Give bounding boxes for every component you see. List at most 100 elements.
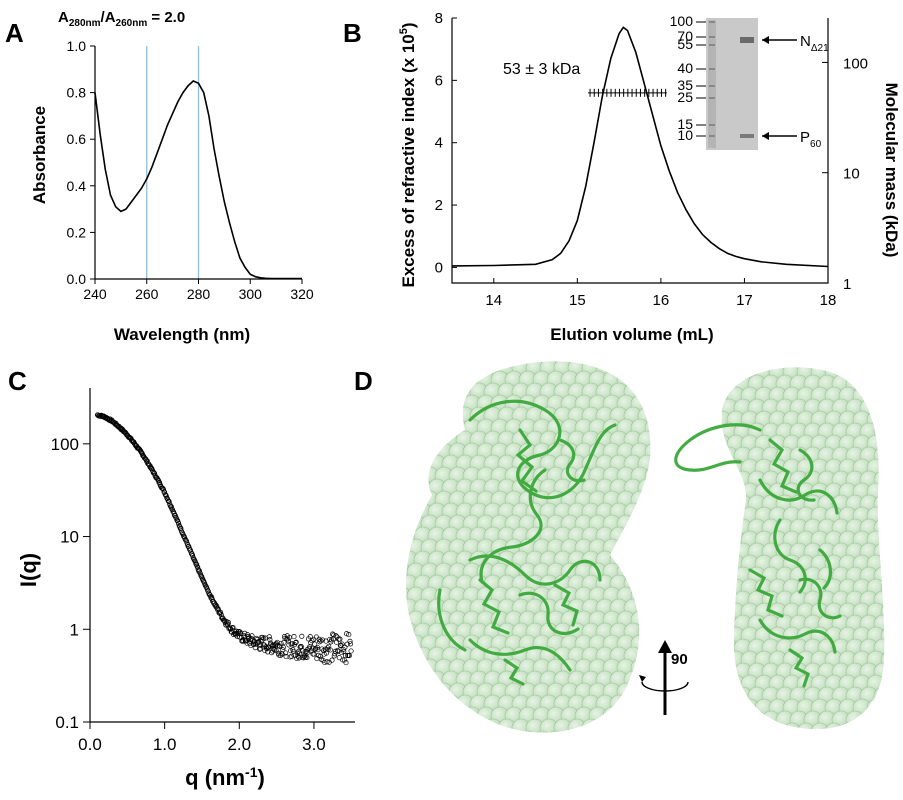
panel-c: C 0.0 1.0 2.0 3.0 0.1 1 10 100 q (nm-1) I(q) <box>8 366 355 790</box>
bead-sphere <box>630 370 650 390</box>
bead-sphere <box>644 730 651 733</box>
absorbance-spectrum-line <box>94 80 302 280</box>
scatter-point <box>166 499 172 505</box>
bead-sphere <box>873 374 885 394</box>
bead-sphere <box>406 361 426 366</box>
x-axis-label-b: Elution volume (mL) <box>550 325 713 344</box>
bead-sphere <box>462 730 482 733</box>
scatter-point <box>283 654 289 660</box>
bead-sphere <box>721 566 739 586</box>
bead-sphere <box>406 670 419 690</box>
bead-sphere <box>413 670 433 690</box>
refractive-index-trace <box>451 26 829 268</box>
bead-sphere <box>434 394 454 414</box>
bead-sphere <box>726 698 746 718</box>
bead-sphere <box>413 382 433 402</box>
bead-sphere <box>406 634 412 654</box>
bead-sphere <box>721 518 739 538</box>
gel-band-n-delta21 <box>740 37 754 43</box>
scatter-point <box>252 645 258 651</box>
bead-sphere <box>609 361 629 378</box>
band-label-n-delta21: NΔ21 <box>800 33 829 54</box>
scatter-point <box>169 506 175 512</box>
panel-label-c: C <box>8 366 27 396</box>
bead-sphere <box>602 361 622 366</box>
bead-sphere <box>721 367 732 382</box>
scatter-point <box>260 634 266 640</box>
bead-sphere <box>880 650 885 670</box>
bead-sphere <box>406 538 412 558</box>
bead-sphere <box>637 670 651 690</box>
wavelength-guide-lines <box>146 46 200 279</box>
bead-sphere <box>532 730 552 733</box>
scatter-point <box>168 504 174 510</box>
y-tick-label: 6 <box>435 72 443 89</box>
bead-sphere <box>859 710 879 730</box>
bead-sphere <box>880 458 885 478</box>
bead-sphere <box>406 730 412 733</box>
bead-sphere <box>644 682 651 702</box>
x-tick-label: 3.0 <box>302 735 326 754</box>
bead-sphere <box>637 526 651 546</box>
bead-sphere <box>721 367 725 370</box>
bead-sphere <box>406 406 419 426</box>
bead-sphere <box>490 361 510 366</box>
bead-sphere <box>406 658 412 678</box>
bead-sphere <box>726 482 746 502</box>
bead-sphere <box>406 706 426 726</box>
bead-sphere <box>721 494 725 514</box>
envelope-view-side <box>674 367 885 730</box>
y2-tick-label: 100 <box>843 55 868 72</box>
gel-marker-label: 25 <box>677 89 693 105</box>
bead-sphere <box>859 374 879 394</box>
bead-sphere <box>644 586 651 606</box>
bead-sphere <box>434 361 454 366</box>
x-tick-label: 0.0 <box>78 735 102 754</box>
scatter-point <box>309 638 315 644</box>
scatter-point <box>289 653 295 659</box>
saxs-scattering-points <box>94 412 354 666</box>
bead-sphere <box>838 722 858 730</box>
bead-sphere <box>768 722 788 730</box>
bead-sphere <box>721 698 732 718</box>
x-tick-label: 320 <box>290 286 314 302</box>
bead-sphere <box>616 682 636 702</box>
scatter-point <box>297 644 303 650</box>
scatter-point <box>319 646 325 652</box>
panel-a: A A280nm/A260nm = 2.0 240 260 280 300 320 0.0… <box>5 9 314 344</box>
scatter-point <box>330 636 336 642</box>
rotation-indicator: 90 <box>639 640 689 715</box>
scatter-point <box>344 631 350 637</box>
bead-sphere <box>721 650 732 670</box>
scatter-point <box>344 641 350 647</box>
scatter-point <box>314 644 321 651</box>
scatter-point <box>316 636 322 642</box>
bead-sphere <box>588 730 608 733</box>
y-tick-label: 0 <box>435 259 443 276</box>
bead-sphere <box>469 361 489 378</box>
bead-sphere <box>637 382 651 402</box>
bead-sphere <box>630 682 650 702</box>
scatter-point <box>266 634 272 640</box>
bead-sphere <box>406 490 426 510</box>
bead-sphere <box>873 710 885 730</box>
panel-label-b: B <box>343 18 362 48</box>
bead-sphere <box>504 361 524 366</box>
scatter-point <box>335 648 341 654</box>
scatter-point <box>258 642 264 648</box>
scatter-point <box>346 653 352 659</box>
bead-sphere <box>406 370 426 390</box>
scatter-point <box>225 620 232 626</box>
gel-ladder-band <box>709 21 715 23</box>
bead-sphere <box>630 706 650 726</box>
bead-sphere <box>623 361 643 378</box>
y-axis-label-b: Excess of refractive index (x 105) <box>398 22 418 287</box>
bead-sphere <box>588 706 608 726</box>
bead-sphere <box>880 698 885 718</box>
scatter-point <box>155 477 161 483</box>
scatter-point <box>173 514 179 520</box>
bead-sphere <box>637 361 651 378</box>
molecular-mass-points <box>588 88 667 97</box>
